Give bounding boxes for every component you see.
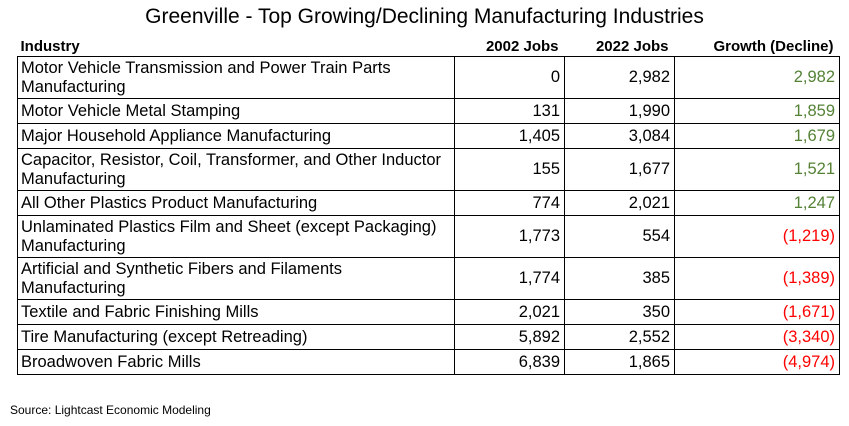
column-header-industry: Industry <box>20 38 80 55</box>
table-row: Motor Vehicle Metal Stamping 131 1,990 1… <box>17 98 840 124</box>
industry-cell: Major Household Appliance Manufacturing <box>17 123 455 149</box>
jobs-2022-cell: 2,982 <box>564 56 675 99</box>
industry-cell: Motor Vehicle Transmission and Power Tra… <box>17 56 455 99</box>
jobs-2002-cell: 6,839 <box>454 349 565 375</box>
jobs-2002-cell: 774 <box>454 190 565 216</box>
growth-cell: 2,982 <box>674 56 840 99</box>
industry-cell: Unlaminated Plastics Film and Sheet (exc… <box>17 215 455 258</box>
growth-cell: 1,859 <box>674 98 840 124</box>
jobs-2002-cell: 1,773 <box>454 215 565 258</box>
table-row: Artificial and Synthetic Fibers and Fila… <box>17 257 840 300</box>
source-note: Source: Lightcast Economic Modeling <box>10 403 211 417</box>
table-row: All Other Plastics Product Manufacturing… <box>17 190 840 216</box>
industry-cell: Tire Manufacturing (except Retreading) <box>17 324 455 350</box>
jobs-2022-cell: 554 <box>564 215 675 258</box>
jobs-2022-cell: 1,677 <box>564 148 675 191</box>
industry-cell: Textile and Fabric Finishing Mills <box>17 299 455 325</box>
growth-cell: (1,219) <box>674 215 840 258</box>
jobs-2002-cell: 2,021 <box>454 299 565 325</box>
table-row: Textile and Fabric Finishing Mills 2,021… <box>17 299 840 325</box>
column-header-2002-jobs: 2002 Jobs <box>485 38 559 55</box>
growth-cell: (1,389) <box>674 257 840 300</box>
jobs-2022-cell: 350 <box>564 299 675 325</box>
growth-cell: (1,671) <box>674 299 840 325</box>
jobs-2022-cell: 2,021 <box>564 190 675 216</box>
table-row: Capacitor, Resistor, Coil, Transformer, … <box>17 148 840 191</box>
industries-table: Industry 2002 Jobs 2022 Jobs Growth (Dec… <box>17 36 840 375</box>
industry-cell: Capacitor, Resistor, Coil, Transformer, … <box>17 148 455 191</box>
growth-cell: (3,340) <box>674 324 840 350</box>
jobs-2002-cell: 131 <box>454 98 565 124</box>
column-header-2022-jobs: 2022 Jobs <box>595 38 669 55</box>
table-row: Major Household Appliance Manufacturing … <box>17 123 840 149</box>
jobs-2002-cell: 155 <box>454 148 565 191</box>
industry-cell: All Other Plastics Product Manufacturing <box>17 190 455 216</box>
column-header-growth: Growth (Decline) <box>713 38 834 55</box>
growth-cell: 1,247 <box>674 190 840 216</box>
jobs-2022-cell: 2,552 <box>564 324 675 350</box>
table-row: Broadwoven Fabric Mills 6,839 1,865 (4,9… <box>17 349 840 375</box>
table-title: Greenville - Top Growing/Declining Manuf… <box>145 5 704 28</box>
jobs-2002-cell: 0 <box>454 56 565 99</box>
jobs-2002-cell: 1,405 <box>454 123 565 149</box>
jobs-2022-cell: 385 <box>564 257 675 300</box>
table-row: Tire Manufacturing (except Retreading) 5… <box>17 324 840 350</box>
industry-cell: Broadwoven Fabric Mills <box>17 349 455 375</box>
jobs-2002-cell: 1,774 <box>454 257 565 300</box>
table-row: Motor Vehicle Transmission and Power Tra… <box>17 56 840 99</box>
industry-cell: Motor Vehicle Metal Stamping <box>17 98 455 124</box>
growth-cell: (4,974) <box>674 349 840 375</box>
growth-cell: 1,679 <box>674 123 840 149</box>
industry-cell: Artificial and Synthetic Fibers and Fila… <box>17 257 455 300</box>
jobs-2022-cell: 3,084 <box>564 123 675 149</box>
table-row: Unlaminated Plastics Film and Sheet (exc… <box>17 215 840 258</box>
header-row: Industry 2002 Jobs 2022 Jobs Growth (Dec… <box>18 36 840 57</box>
jobs-2002-cell: 5,892 <box>454 324 565 350</box>
growth-cell: 1,521 <box>674 148 840 191</box>
jobs-2022-cell: 1,990 <box>564 98 675 124</box>
jobs-2022-cell: 1,865 <box>564 349 675 375</box>
